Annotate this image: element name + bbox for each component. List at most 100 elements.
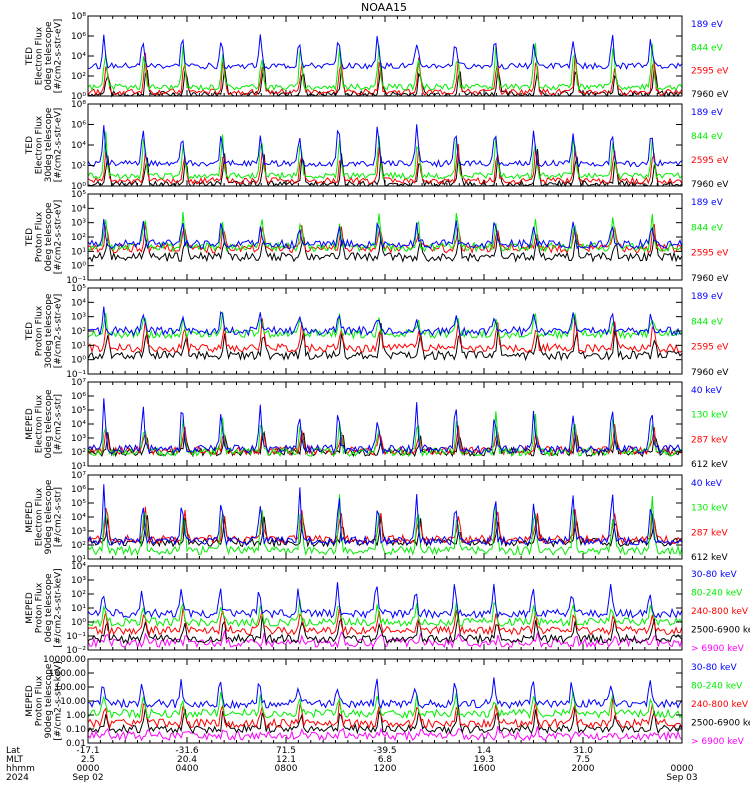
legend-label: 40 keV bbox=[691, 386, 723, 396]
y-axis-label: [#/cm2-s-str] bbox=[54, 394, 64, 454]
y-tick-label: 10⁶ bbox=[71, 32, 86, 42]
y-axis-label: Electron Flux bbox=[35, 487, 45, 546]
series-line-7-4 bbox=[87, 599, 683, 628]
x-tick-label-date: Sep 03 bbox=[666, 773, 697, 783]
y-tick-label: 10⁰ bbox=[71, 618, 86, 628]
y-axis-label: 90deg telescope bbox=[44, 479, 54, 554]
series-line-2-3 bbox=[87, 131, 683, 181]
series-line-3-2 bbox=[87, 222, 683, 255]
y-axis-label: 0deg telescope bbox=[44, 21, 54, 91]
y-tick-label: 10³ bbox=[71, 434, 86, 444]
legend-label: 189 eV bbox=[691, 108, 724, 118]
panel-5: 10¹ 10² 10³ 10⁴ 10⁵ 10⁶ 10⁷ MEPED Electron Flux 0… bbox=[25, 378, 728, 472]
y-tick-label: 100.00 bbox=[55, 683, 87, 693]
legend-label: > 6900 keV bbox=[691, 644, 745, 654]
legend-label: 30-80 keV bbox=[691, 570, 737, 580]
legend-label: 612 keV bbox=[691, 460, 728, 470]
panel-1: 10⁰ 10² 10⁴ 10⁶ 10⁸ TED Electron Flux 0deg tele… bbox=[25, 12, 729, 102]
y-tick-label: 10¹ bbox=[71, 341, 86, 351]
legend-label: 2595 eV bbox=[691, 249, 729, 259]
legend-label: 7960 eV bbox=[691, 274, 729, 284]
y-tick-label: 10⁰ bbox=[71, 92, 86, 102]
y-tick-label: 10⁷ bbox=[71, 471, 86, 481]
panel-2: 10⁰ 10² 10⁴ 10⁶ 10⁸ TED Electron Flux 30deg tel… bbox=[25, 100, 729, 192]
x-tick-label-mlt: 20.4 bbox=[177, 755, 197, 765]
legend-label: 844 eV bbox=[691, 43, 724, 53]
legend-label: 844 eV bbox=[691, 132, 724, 142]
legend-label: 2500-6900 keV bbox=[691, 719, 750, 729]
legend-label: 189 eV bbox=[691, 20, 724, 30]
series-line-5-4 bbox=[87, 398, 683, 455]
series-line-8-5 bbox=[87, 677, 683, 710]
panel-6: 10¹ 10² 10³ 10⁴ 10⁵ 10⁶ 10⁷ MEPED Electron Flux 9… bbox=[25, 471, 728, 565]
series-line-6-2 bbox=[87, 506, 683, 546]
y-tick-label: 10² bbox=[71, 162, 86, 172]
series-line-1-4 bbox=[87, 34, 683, 71]
panel-4: 10⁻¹ 10⁰ 10¹ 10² 10³ 10⁴ 10⁵ TED Proton Flux 30de… bbox=[25, 284, 729, 380]
y-axis-label: Proton Flux bbox=[35, 582, 45, 633]
x-tick-label-lat: -31.6 bbox=[175, 746, 199, 756]
legend-label: 2595 eV bbox=[691, 343, 729, 353]
y-axis-label: TED bbox=[25, 47, 35, 66]
y-tick-label: 10000.00 bbox=[43, 655, 86, 665]
series-line-7-3 bbox=[87, 607, 683, 636]
x-row-label: 2024 bbox=[6, 773, 29, 783]
panel-3: 10⁻¹ 10⁰ 10¹ 10² 10³ 10⁴ 10⁵ TED Proton Flux 0deg… bbox=[25, 190, 729, 286]
y-axis-label: TED bbox=[25, 136, 35, 155]
x-row-label: Lat bbox=[6, 746, 21, 756]
legend-label: > 6900 keV bbox=[691, 737, 745, 747]
y-tick-label: 10⁴ bbox=[71, 420, 86, 430]
y-tick-label: 10⁴ bbox=[71, 141, 86, 151]
x-row-label: MLT bbox=[6, 755, 24, 765]
y-tick-label: 10⁻¹ bbox=[66, 370, 86, 380]
y-axis-label: Proton Flux bbox=[35, 675, 45, 726]
legend-label: 80-240 keV bbox=[691, 682, 743, 692]
y-axis-label: Proton Flux bbox=[35, 305, 45, 356]
legend-label: 80-240 keV bbox=[691, 589, 743, 599]
y-tick-label: 10⁻² bbox=[66, 646, 86, 656]
x-tick-label-lat: -17.1 bbox=[76, 746, 99, 756]
y-axis-label: 90deg telescope bbox=[44, 663, 54, 738]
series-line-7-5 bbox=[87, 582, 683, 620]
legend-label: 2595 eV bbox=[691, 67, 729, 77]
legend-label: 7960 eV bbox=[691, 180, 729, 190]
y-axis-label: MEPED bbox=[25, 408, 35, 440]
y-tick-label: 10¹ bbox=[71, 555, 86, 565]
y-tick-label: 10⁴ bbox=[71, 204, 86, 214]
y-axis-label: [#/cm2-s-str] bbox=[54, 487, 64, 547]
x-tick-label-hhmm: 0400 bbox=[176, 764, 199, 774]
x-tick-label-date: Sep 02 bbox=[72, 773, 103, 783]
y-tick-label: 10⁰ bbox=[71, 356, 86, 366]
legend-label: 844 eV bbox=[691, 317, 724, 327]
x-tick-label-lat: -39.5 bbox=[373, 746, 396, 756]
y-tick-label: 10⁶ bbox=[71, 485, 86, 495]
y-tick-label: 10³ bbox=[71, 576, 86, 586]
legend-label: 189 eV bbox=[691, 292, 724, 302]
panel-frame bbox=[87, 193, 683, 281]
y-axis-label: 30deg telescope bbox=[44, 293, 54, 368]
series-line-3-4 bbox=[87, 218, 683, 250]
x-tick-label-hhmm: 1200 bbox=[374, 764, 397, 774]
series-line-4-4 bbox=[87, 306, 682, 338]
panel-frame bbox=[87, 287, 683, 375]
y-axis-label: [#/cm2-s-str-eV] bbox=[54, 108, 64, 183]
legend-label: 240-800 keV bbox=[691, 607, 749, 617]
y-tick-label: 10⁶ bbox=[71, 121, 86, 131]
y-tick-label: 10⁻¹ bbox=[66, 632, 86, 642]
x-tick-label-lat: 71.5 bbox=[276, 746, 296, 756]
y-axis-label: Electron Flux bbox=[35, 394, 45, 453]
panel-frame bbox=[87, 474, 683, 560]
x-tick-label-mlt: 19.3 bbox=[474, 755, 494, 765]
y-tick-label: 10⁵ bbox=[71, 499, 86, 509]
legend-label: 7960 eV bbox=[691, 90, 729, 100]
x-tick-label-hhmm: 0800 bbox=[275, 764, 298, 774]
series-line-8-2 bbox=[87, 704, 683, 735]
x-tick-label-hhmm: 1600 bbox=[473, 764, 496, 774]
x-tick-label-mlt: 12.1 bbox=[276, 755, 296, 765]
y-tick-label: 10² bbox=[71, 448, 86, 458]
panel-frame bbox=[87, 103, 683, 187]
